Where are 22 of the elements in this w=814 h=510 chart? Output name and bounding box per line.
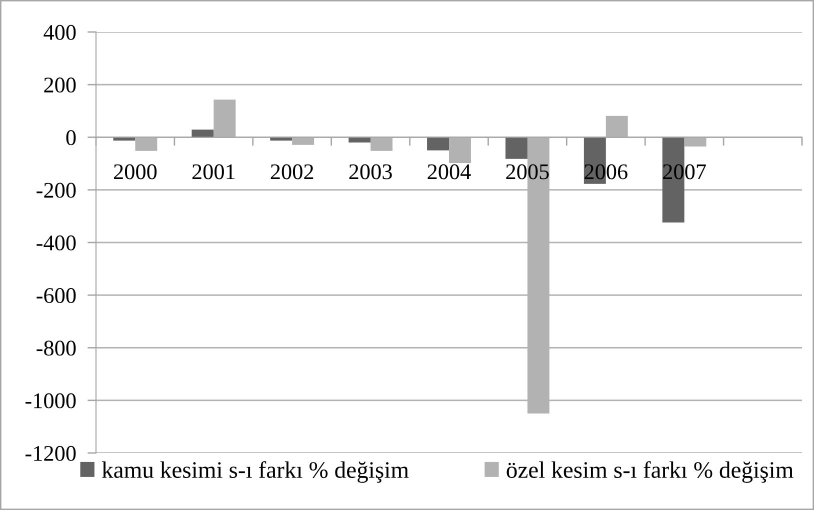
bar <box>427 137 449 150</box>
x-tick-label: 2002 <box>270 164 314 180</box>
x-tick-label: 2003 <box>349 164 392 180</box>
x-tick-label: 2007 <box>663 164 706 180</box>
bar <box>505 137 528 159</box>
legend-label: özel kesim s-ı farkı % değişim <box>506 461 794 483</box>
y-tick-label: 400 <box>44 24 76 40</box>
x-tick-label: 2004 <box>428 164 471 180</box>
x-tick-label: 2001 <box>192 164 235 180</box>
y-tick-label: -1000 <box>26 393 76 408</box>
y-tick-label: -1200 <box>26 446 76 461</box>
x-tick-label: 2005 <box>506 164 549 180</box>
y-tick-label: -200 <box>36 182 76 198</box>
legend-label: kamu kesimi s-ı farkı % değişim <box>102 461 409 483</box>
y-tick-label: -600 <box>36 288 76 304</box>
y-tick-label: 0 <box>66 130 76 146</box>
y-tick-label: 200 <box>44 78 76 93</box>
x-tick-label: 2000 <box>114 164 157 180</box>
bar <box>192 130 214 138</box>
y-tick-label: -400 <box>36 235 76 250</box>
x-tick-label: 2006 <box>584 164 628 180</box>
y-tick-label: -800 <box>36 340 76 356</box>
